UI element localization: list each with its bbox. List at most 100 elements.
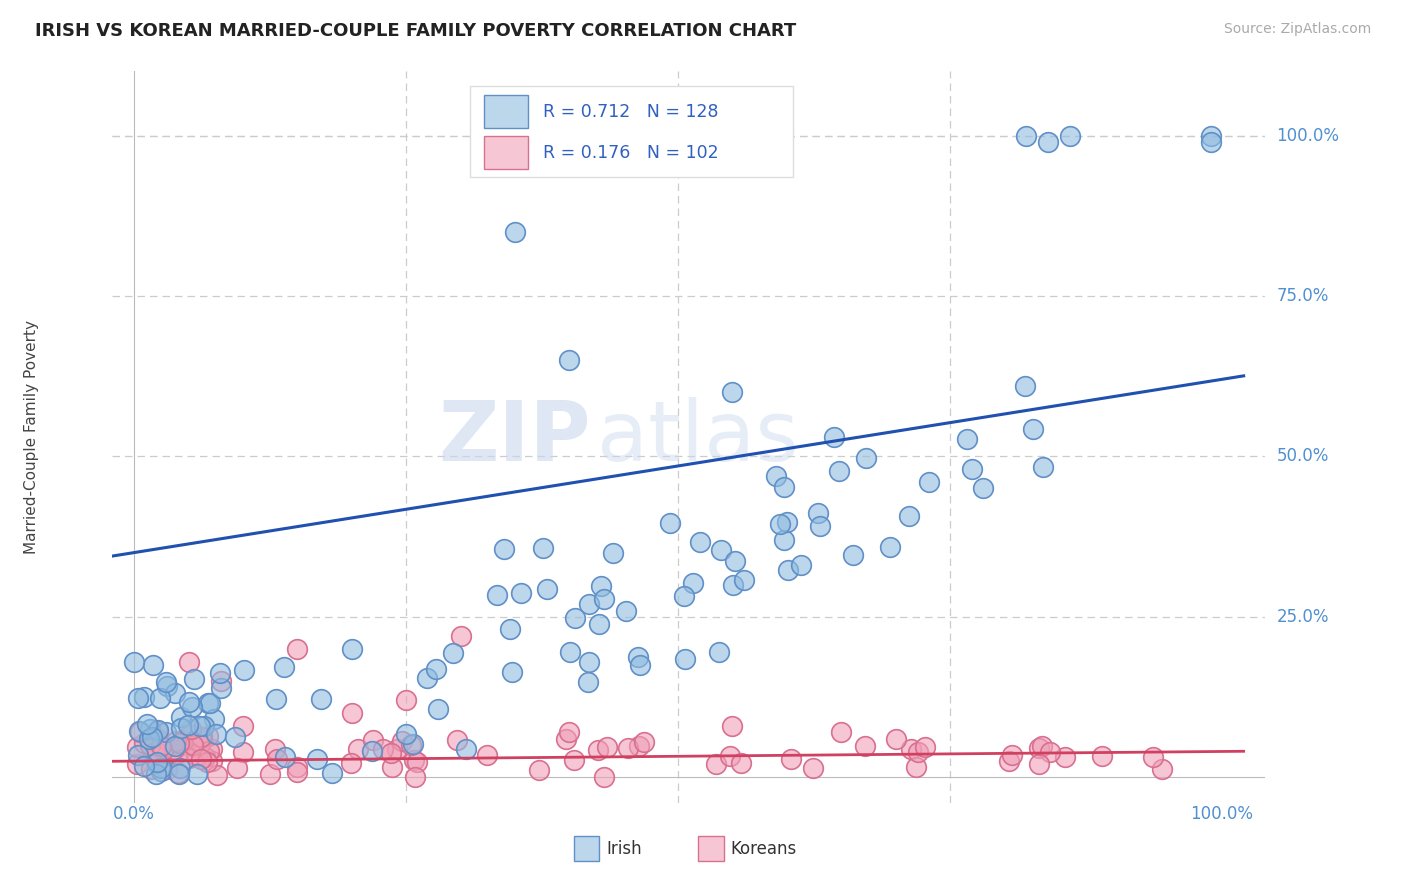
Point bbox=[918, 475, 941, 490]
Point bbox=[395, 727, 418, 741]
Point bbox=[143, 748, 166, 763]
Point bbox=[186, 749, 208, 764]
Point bbox=[198, 744, 221, 758]
Point bbox=[773, 533, 796, 547]
Point bbox=[907, 746, 929, 760]
Point bbox=[177, 718, 200, 732]
Point bbox=[167, 736, 190, 750]
Point bbox=[273, 660, 295, 674]
Point bbox=[555, 731, 578, 746]
Text: Koreans: Koreans bbox=[731, 840, 797, 858]
Point bbox=[232, 719, 254, 733]
Point bbox=[347, 742, 370, 756]
Point bbox=[197, 729, 219, 743]
Point bbox=[188, 737, 211, 751]
Point bbox=[165, 739, 187, 753]
Point bbox=[830, 725, 852, 739]
Point bbox=[499, 622, 522, 636]
Point bbox=[1028, 756, 1050, 771]
Text: Source: ZipAtlas.com: Source: ZipAtlas.com bbox=[1223, 22, 1371, 37]
Point bbox=[128, 723, 150, 738]
Point bbox=[1054, 750, 1077, 764]
Point bbox=[427, 701, 450, 715]
Point bbox=[1036, 135, 1059, 149]
Point bbox=[190, 719, 212, 733]
Point bbox=[170, 721, 193, 735]
Point bbox=[576, 675, 599, 690]
Point bbox=[186, 766, 208, 780]
Point bbox=[1028, 741, 1050, 756]
Point bbox=[855, 450, 877, 465]
Point bbox=[672, 589, 695, 603]
Point bbox=[1022, 422, 1045, 436]
Point bbox=[614, 604, 637, 618]
Text: 50.0%: 50.0% bbox=[1277, 447, 1329, 466]
Point bbox=[578, 597, 600, 611]
Bar bbox=[484, 136, 527, 169]
Point bbox=[287, 641, 309, 656]
Point bbox=[627, 650, 650, 665]
Point bbox=[134, 736, 156, 750]
Text: Married-Couple Family Poverty: Married-Couple Family Poverty bbox=[24, 320, 39, 554]
Point bbox=[209, 673, 232, 688]
Point bbox=[789, 558, 811, 572]
Point bbox=[425, 662, 447, 676]
Point bbox=[205, 768, 228, 782]
Point bbox=[1000, 747, 1022, 762]
Point bbox=[527, 763, 550, 777]
Point bbox=[285, 760, 308, 774]
Point bbox=[166, 747, 188, 761]
Point bbox=[879, 540, 901, 554]
Point bbox=[149, 764, 172, 778]
Point bbox=[904, 760, 927, 774]
Point bbox=[1199, 128, 1222, 143]
Point bbox=[391, 733, 413, 747]
Point bbox=[190, 730, 212, 744]
Point bbox=[1199, 135, 1222, 149]
Text: 0.0%: 0.0% bbox=[114, 805, 155, 822]
Point bbox=[150, 739, 173, 753]
Point bbox=[884, 731, 907, 746]
Text: atlas: atlas bbox=[596, 397, 799, 477]
Point bbox=[593, 591, 616, 606]
Point bbox=[441, 646, 464, 660]
Point bbox=[122, 655, 145, 669]
Point bbox=[494, 541, 516, 556]
Point bbox=[395, 693, 418, 707]
Point bbox=[628, 739, 651, 753]
Point bbox=[190, 730, 212, 744]
Point bbox=[174, 738, 197, 752]
Point bbox=[142, 657, 165, 672]
Point bbox=[998, 754, 1021, 768]
Point bbox=[169, 761, 191, 775]
Point bbox=[707, 645, 730, 659]
Point bbox=[536, 582, 558, 596]
Point bbox=[404, 770, 426, 784]
Point bbox=[145, 766, 167, 780]
Point bbox=[588, 743, 610, 757]
Point bbox=[1142, 749, 1164, 764]
Point bbox=[209, 681, 232, 695]
Point bbox=[503, 225, 526, 239]
Point bbox=[146, 732, 169, 747]
Point bbox=[179, 750, 201, 764]
Point bbox=[593, 770, 616, 784]
Point bbox=[558, 645, 581, 659]
Point bbox=[380, 746, 402, 760]
Point bbox=[1031, 739, 1053, 754]
Point bbox=[285, 765, 308, 780]
Point bbox=[170, 710, 193, 724]
Point bbox=[1032, 460, 1054, 475]
Point bbox=[564, 753, 586, 767]
Text: ZIP: ZIP bbox=[439, 397, 591, 477]
Point bbox=[340, 641, 363, 656]
Point bbox=[807, 506, 830, 520]
Point bbox=[486, 588, 509, 602]
Point bbox=[381, 760, 404, 774]
Point bbox=[181, 700, 204, 714]
Point bbox=[558, 725, 581, 739]
Point bbox=[769, 516, 792, 531]
Text: 75.0%: 75.0% bbox=[1277, 287, 1329, 305]
Point bbox=[180, 722, 202, 736]
Point bbox=[127, 747, 149, 762]
